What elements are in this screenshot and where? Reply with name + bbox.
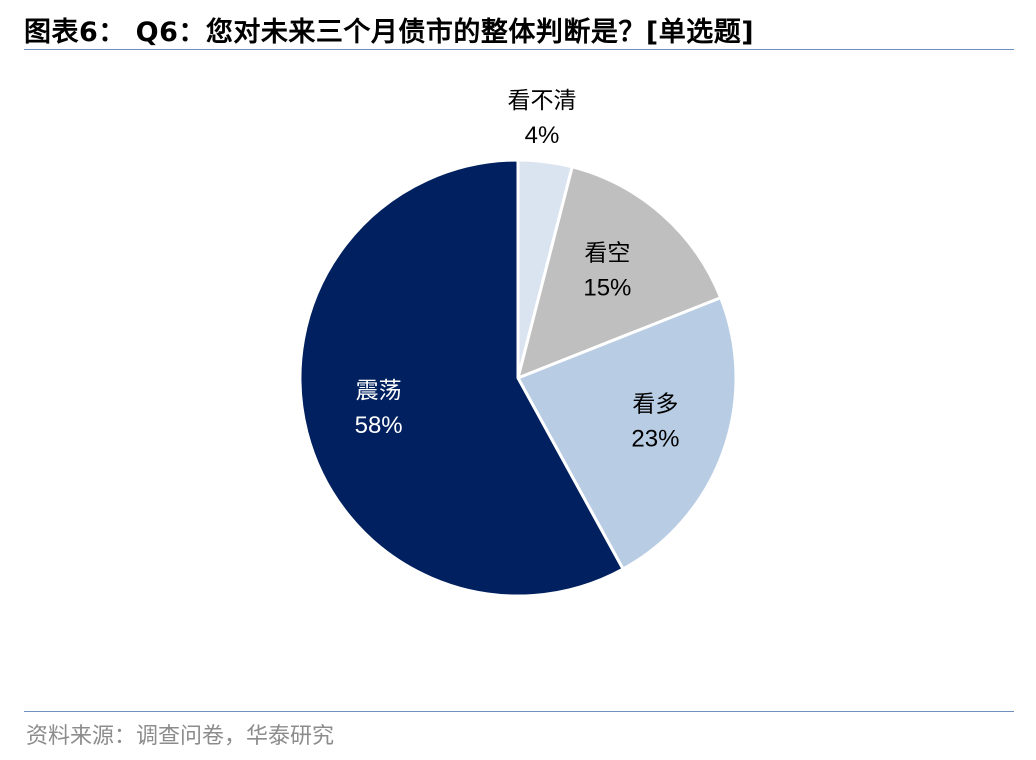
source-note: 资料来源：调查问卷，华泰研究 [26, 724, 335, 749]
pie-slice-1 [516, 165, 723, 380]
pie-labels: 看不清 4% 看空 15% 看多 23% 震荡 58% [355, 88, 680, 452]
footer-divider [24, 711, 1014, 712]
pie-slice-2 [516, 296, 738, 571]
slice-value-label-2: 23% [631, 425, 679, 452]
slice-label-3: 震荡 [356, 378, 402, 404]
page-title: 图表6： Q6：您对未来三个月债市的整体判断是？[单选题] [24, 17, 755, 48]
slice-label-0: 看不清 [508, 88, 577, 114]
pie-chart: 看不清 4% 看空 15% 看多 23% 震荡 58% [298, 88, 738, 598]
slice-value-label-3: 58% [355, 412, 403, 439]
slice-value-label-1: 15% [583, 275, 631, 302]
pie-slices [298, 158, 738, 598]
slice-value-label-0: 4% [525, 122, 560, 149]
slice-label-1: 看空 [584, 241, 630, 267]
pie-slice-3 [298, 158, 625, 598]
slice-label-2: 看多 [632, 391, 678, 417]
title-divider [24, 49, 1014, 50]
